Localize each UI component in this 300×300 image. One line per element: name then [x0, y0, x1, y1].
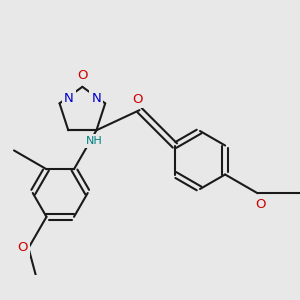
Text: O: O: [17, 242, 28, 254]
Text: N: N: [64, 92, 74, 105]
Text: O: O: [77, 69, 88, 82]
Text: O: O: [132, 93, 142, 106]
Text: N: N: [91, 92, 101, 105]
Text: O: O: [255, 198, 265, 211]
Text: NH: NH: [85, 136, 102, 146]
